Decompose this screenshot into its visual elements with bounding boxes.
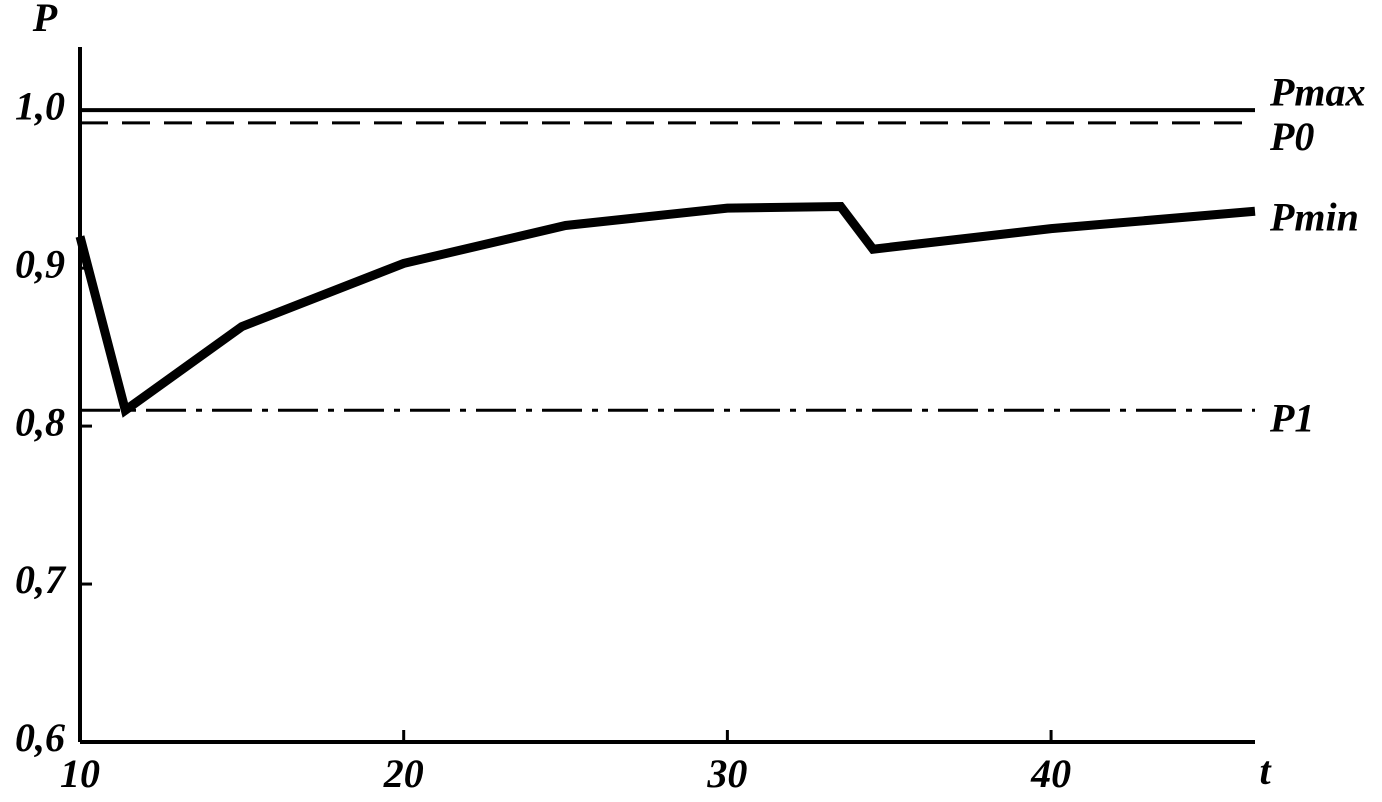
y-axis-label: P xyxy=(32,0,58,40)
legend-label: P0 xyxy=(1269,114,1314,159)
x-tick-label: 30 xyxy=(706,751,747,796)
x-tick-label: 20 xyxy=(383,751,424,796)
legend-label: P1 xyxy=(1269,395,1314,440)
x-tick-label: 10 xyxy=(60,751,100,796)
y-tick-label: 0,7 xyxy=(15,557,67,602)
x-axis-label: t xyxy=(1259,748,1272,793)
y-tick-label: 0,6 xyxy=(15,715,65,760)
series-line xyxy=(75,202,1256,418)
x-tick-label: 40 xyxy=(1030,751,1071,796)
y-tick-label: 0,9 xyxy=(15,241,65,286)
legend-label: Pmin xyxy=(1269,194,1359,239)
y-tick-label: 1,0 xyxy=(15,83,65,128)
y-tick-label: 0,8 xyxy=(15,399,65,444)
legend-label: Pmax xyxy=(1269,69,1366,114)
